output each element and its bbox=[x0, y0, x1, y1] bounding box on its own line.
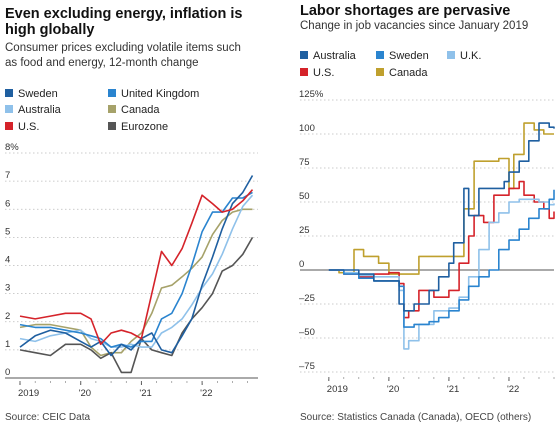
y-tick-label: 6 bbox=[5, 198, 10, 209]
y-tick-label: –50 bbox=[299, 327, 315, 338]
legend-swatch bbox=[108, 122, 116, 130]
series-line-australia bbox=[328, 122, 555, 312]
x-tick-label: '20 bbox=[387, 384, 399, 395]
legend-label: Sweden bbox=[389, 50, 429, 62]
legend-item-canada: Canada bbox=[108, 104, 160, 116]
right-line-chart: –75 –50 –25 0 25 50 75 100 125% 2019 '20 '21 '22 bbox=[299, 89, 555, 395]
legend-swatch bbox=[376, 68, 384, 76]
x-tick-label: 2019 bbox=[327, 384, 348, 395]
legend-item-us: U.S. bbox=[5, 121, 39, 133]
x-tick-label: 2019 bbox=[18, 388, 39, 399]
y-tick-label: 1 bbox=[5, 339, 10, 350]
legend-label: U.S. bbox=[313, 67, 335, 79]
legend-item-united-kingdom: United Kingdom bbox=[108, 88, 199, 100]
legend-item-sweden: Sweden bbox=[376, 50, 429, 62]
y-tick-label: 125% bbox=[299, 89, 324, 100]
legend-label: Canada bbox=[389, 67, 428, 79]
legend-swatch bbox=[5, 89, 13, 97]
right-chart-subtitle: Change in job vacancies since January 20… bbox=[300, 20, 529, 32]
y-tick-label: 3 bbox=[5, 283, 10, 294]
legend-label: U.K. bbox=[460, 50, 482, 62]
y-tick-label: 0 bbox=[299, 259, 304, 270]
series-line-u-s- bbox=[19, 189, 254, 346]
x-tick-label: '22 bbox=[507, 384, 519, 395]
legend-item-uk: U.K. bbox=[447, 50, 481, 62]
y-tick-label: 7 bbox=[5, 170, 10, 181]
legend-swatch bbox=[376, 51, 384, 59]
y-tick-label: –25 bbox=[299, 293, 315, 304]
legend-label: U.S. bbox=[18, 121, 40, 133]
x-tick-label: '20 bbox=[79, 388, 91, 399]
right-chart-panel: Labor shortages are pervasive Change in … bbox=[292, 0, 558, 428]
left-chart-title: Even excluding energy, inflation is high… bbox=[5, 6, 243, 38]
y-tick-label: 75 bbox=[299, 157, 310, 168]
left-chart-subtitle: Consumer prices excluding volatile items… bbox=[5, 42, 241, 69]
x-tick-label: '22 bbox=[200, 388, 212, 399]
legend-label: Eurozone bbox=[121, 121, 169, 133]
series-line-u-s- bbox=[328, 180, 555, 319]
legend-swatch bbox=[108, 105, 116, 113]
y-tick-label: 0 bbox=[5, 367, 10, 378]
legend-label: Australia bbox=[313, 50, 356, 62]
right-chart-title: Labor shortages are pervasive bbox=[300, 3, 511, 19]
legend-label: Sweden bbox=[18, 88, 58, 100]
left-chart-panel: Even excluding energy, inflation is high… bbox=[0, 0, 268, 428]
y-tick-label: 8% bbox=[5, 142, 19, 153]
left-line-chart: 0 1 2 3 4 5 6 7 8% 2019 '20 '21 '22 bbox=[5, 142, 258, 399]
series-line-united-kingdom bbox=[19, 191, 253, 348]
series-line-eurozone bbox=[19, 237, 254, 374]
x-tick-label: '21 bbox=[447, 384, 459, 395]
legend-item-us: U.S. bbox=[300, 67, 334, 79]
legend-item-eurozone: Eurozone bbox=[108, 121, 168, 133]
series-line-australia bbox=[19, 194, 254, 348]
legend-label: United Kingdom bbox=[121, 88, 200, 100]
legend-swatch bbox=[5, 122, 13, 130]
x-tick-label: '21 bbox=[139, 388, 151, 399]
legend-item-canada: Canada bbox=[376, 67, 428, 79]
legend-swatch bbox=[300, 68, 308, 76]
right-source: Source: Statistics Canada (Canada), OECD… bbox=[300, 412, 532, 423]
y-tick-label: –75 bbox=[299, 361, 315, 372]
legend-item-australia: Australia bbox=[300, 50, 356, 62]
series-line-canada bbox=[328, 122, 554, 275]
legend-label: Australia bbox=[18, 104, 61, 116]
legend-swatch bbox=[300, 51, 308, 59]
y-tick-label: 50 bbox=[299, 191, 310, 202]
legend-swatch bbox=[108, 89, 116, 97]
y-tick-label: 2 bbox=[5, 311, 10, 322]
series-line-sweden bbox=[19, 175, 254, 357]
y-tick-label: 4 bbox=[5, 255, 10, 266]
y-tick-label: 25 bbox=[299, 225, 310, 236]
series-line-canada bbox=[19, 208, 253, 357]
legend-label: Canada bbox=[121, 104, 160, 116]
series-line-sweden bbox=[328, 189, 555, 328]
y-tick-label: 100 bbox=[299, 123, 315, 134]
legend-item-sweden: Sweden bbox=[5, 88, 58, 100]
legend-item-australia: Australia bbox=[5, 104, 61, 116]
legend-swatch bbox=[5, 105, 13, 113]
y-tick-label: 5 bbox=[5, 226, 10, 237]
left-source: Source: CEIC Data bbox=[5, 412, 91, 423]
legend-swatch bbox=[447, 51, 455, 59]
